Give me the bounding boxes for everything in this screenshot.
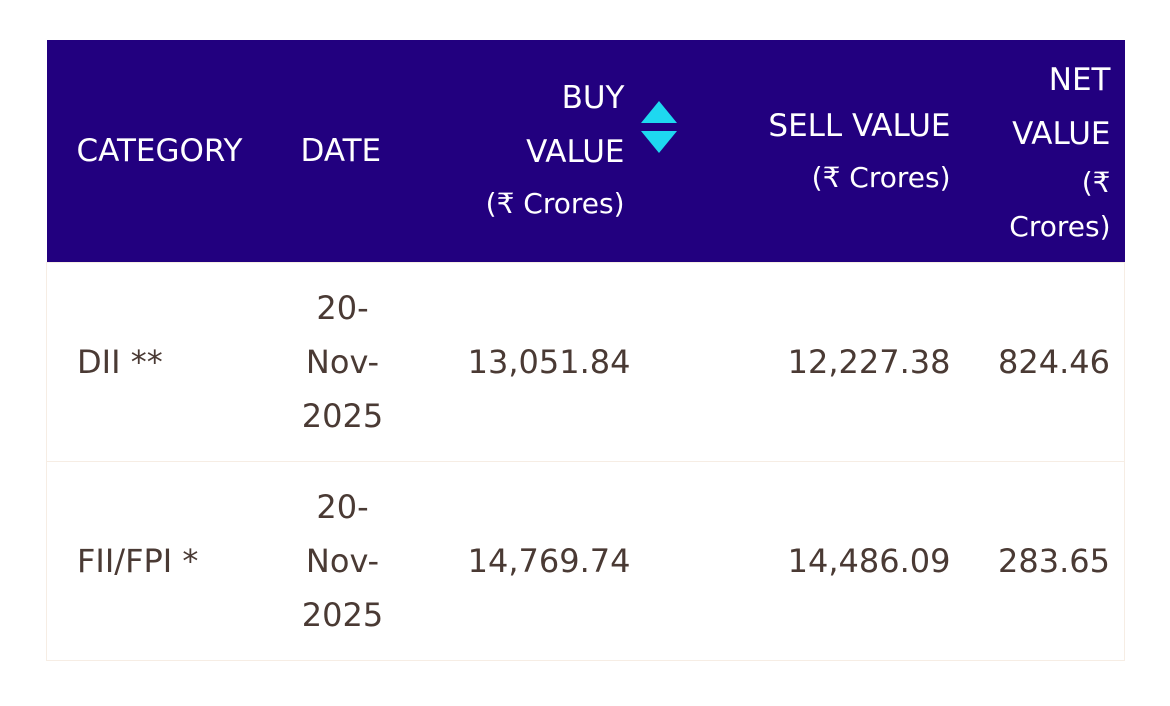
header-buy-value[interactable]: BUY VALUE (₹ Crores) xyxy=(393,40,677,262)
header-net-value: NET VALUE (₹ Crores) xyxy=(963,40,1125,262)
table-row-dii: DII ** 20- Nov- 2025 13,051.84 12,227.38… xyxy=(46,262,1125,461)
date-month: Nov- xyxy=(305,541,380,580)
cell-sell-value: 14,486.09 xyxy=(787,541,951,580)
header-sell-unit: (₹ Crores) xyxy=(811,160,951,194)
cell-net-value: 283.65 xyxy=(998,541,1110,580)
cell-net-value: 824.46 xyxy=(998,342,1110,381)
header-date: DATE xyxy=(293,40,393,262)
cell-category: FII/FPI * xyxy=(77,541,199,580)
header-net-unit1: (₹ xyxy=(1081,165,1111,199)
header-buy-line2: VALUE xyxy=(526,134,625,171)
header-buy-line1: BUY xyxy=(561,80,625,117)
cell-buy-value: 14,769.74 xyxy=(467,541,631,580)
date-year: 2025 xyxy=(301,396,384,435)
table-header-row: CATEGORY DATE BUY VALUE (₹ Crores) xyxy=(46,40,1125,262)
date-month: Nov- xyxy=(305,342,380,381)
date-day: 20- xyxy=(316,487,369,526)
header-net-line2: VALUE xyxy=(1012,115,1111,152)
table-row-fii-fpi: FII/FPI * 20- Nov- 2025 14,769.74 14,486… xyxy=(46,461,1125,660)
header-sell-value: SELL VALUE (₹ Crores) xyxy=(633,40,963,262)
cell-sell-value: 12,227.38 xyxy=(787,342,951,381)
date-day: 20- xyxy=(316,288,369,327)
cell-date: 20- Nov- 2025 xyxy=(293,262,393,461)
header-category-label: CATEGORY xyxy=(76,132,243,169)
cell-category: DII ** xyxy=(77,342,163,381)
cell-buy-value: 13,051.84 xyxy=(467,342,631,381)
header-buy-unit: (₹ Crores) xyxy=(485,187,625,221)
fii-dii-activity-table: CATEGORY DATE BUY VALUE (₹ Crores) xyxy=(46,40,1125,661)
fii-dii-table-container: CATEGORY DATE BUY VALUE (₹ Crores) xyxy=(46,40,1125,661)
header-net-unit2: Crores) xyxy=(1009,209,1111,243)
date-year: 2025 xyxy=(301,595,384,634)
header-net-line1: NET xyxy=(1048,61,1111,98)
header-buy-value-text[interactable]: BUY VALUE (₹ Crores) xyxy=(485,71,677,229)
header-date-label: DATE xyxy=(300,132,382,169)
cell-date: 20- Nov- 2025 xyxy=(293,461,393,660)
header-category: CATEGORY xyxy=(47,40,293,262)
header-sell-line1: SELL VALUE xyxy=(768,107,951,144)
sort-up-down-icon[interactable] xyxy=(639,99,679,155)
